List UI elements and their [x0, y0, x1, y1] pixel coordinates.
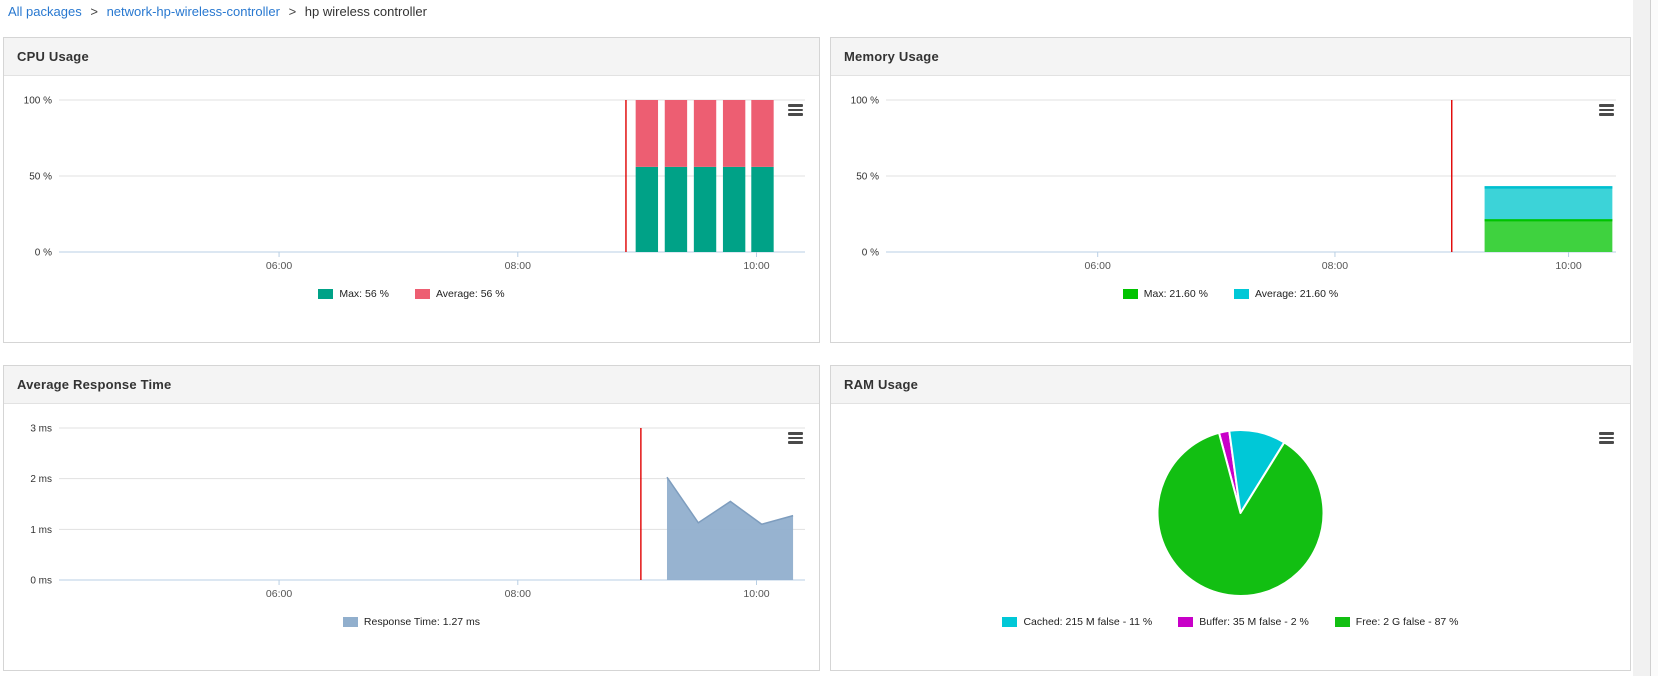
chart-legend: Max: 21.60 % Average: 21.60 % — [831, 288, 1630, 300]
breadcrumb: All packages > network-hp-wireless-contr… — [8, 4, 427, 19]
response-time-area[interactable] — [666, 477, 794, 580]
x-axis-label: 06:00 — [266, 588, 292, 600]
legend-item[interactable]: Max: 56 % — [318, 288, 389, 300]
bar-segment-average[interactable] — [635, 100, 659, 167]
y-axis-label: 100 % — [24, 96, 52, 107]
legend-label: Average: 21.60 % — [1254, 288, 1339, 300]
y-axis-label: 50 % — [29, 172, 52, 183]
bar-segment-max[interactable] — [635, 166, 659, 252]
bar-segment-average[interactable] — [751, 100, 774, 167]
memory-usage-chart: 100 % 50 % 0 % 06:00 08:00 10:00 Max: 21.60 %… — [831, 76, 1630, 342]
legend-label: Average: 56 % — [435, 288, 505, 300]
bar-segment-average[interactable] — [664, 100, 688, 167]
legend-item[interactable]: Cached: 215 M false - 11 % — [1002, 616, 1152, 628]
legend-label: Buffer: 35 M false - 2 % — [1199, 616, 1309, 628]
legend-label: Max: 56 % — [339, 288, 389, 300]
pie-slice-free[interactable] — [1156, 431, 1325, 597]
legend-swatch — [1233, 289, 1249, 299]
breadcrumb-separator: > — [90, 4, 98, 19]
chart-menu-icon[interactable] — [1599, 432, 1614, 444]
chart-canvas: 100 % 50 % 0 % 06:00 08:00 10:00 — [851, 96, 1616, 272]
x-axis-label: 10:00 — [1555, 260, 1581, 272]
bar-segment-average[interactable] — [693, 100, 717, 167]
y-axis-label: 0 % — [862, 248, 879, 259]
chart-menu-icon[interactable] — [788, 104, 803, 116]
bar-segment-max[interactable] — [664, 166, 688, 252]
legend-item[interactable]: Average: 21.60 % — [1233, 288, 1339, 300]
legend-swatch — [1002, 617, 1018, 627]
bar-segment-max[interactable] — [751, 166, 774, 252]
y-axis-label: 0 % — [35, 248, 52, 259]
x-axis-label: 06:00 — [266, 260, 292, 272]
bar-segment-average[interactable] — [1484, 186, 1613, 220]
chart-canvas — [1156, 429, 1325, 597]
x-axis-label: 10:00 — [743, 588, 769, 600]
bar-segment-max[interactable] — [722, 166, 746, 252]
x-axis-label: 10:00 — [743, 260, 769, 272]
legend-swatch — [414, 289, 430, 299]
chart-legend: Cached: 215 M false - 11 % Buffer: 35 M f… — [831, 616, 1630, 628]
bar-segment-max[interactable] — [693, 166, 717, 252]
scrollbar[interactable] — [1650, 0, 1658, 676]
y-axis-label: 2 ms — [30, 474, 52, 485]
legend-swatch — [1122, 289, 1138, 299]
bar-segment-max[interactable] — [1484, 219, 1613, 252]
legend-item[interactable]: Free: 2 G false - 87 % — [1334, 616, 1459, 628]
panel-title: CPU Usage — [4, 38, 819, 76]
cpu-usage-chart: 100 % 50 % 0 % 06:00 08:00 10:00 Max: 56 % Ave… — [4, 76, 819, 342]
x-axis-label: 06:00 — [1085, 260, 1111, 272]
chart-menu-icon[interactable] — [1599, 104, 1614, 116]
legend-swatch — [1334, 617, 1350, 627]
legend-label: Cached: 215 M false - 11 % — [1023, 616, 1153, 628]
legend-swatch — [318, 289, 334, 299]
legend-item[interactable]: Buffer: 35 M false - 2 % — [1178, 616, 1309, 628]
legend-item[interactable]: Max: 21.60 % — [1122, 288, 1208, 300]
y-axis-label: 100 % — [851, 96, 879, 107]
average-response-time-panel: Average Response Time 3 ms 2 ms 1 ms 0 ms 06… — [3, 365, 820, 671]
bar-segment-average[interactable] — [722, 100, 746, 167]
breadcrumb-current-device: hp wireless controller — [304, 4, 427, 19]
y-axis-label: 3 ms — [30, 424, 52, 435]
response-time-line — [666, 476, 794, 526]
legend-swatch — [342, 617, 358, 627]
panel-title: RAM Usage — [831, 366, 1630, 404]
x-axis-label: 08:00 — [505, 260, 531, 272]
chart-legend: Max: 56 % Average: 56 % — [4, 288, 819, 300]
legend-label: Response Time: 1.27 ms — [363, 616, 481, 628]
legend-label: Free: 2 G false - 87 % — [1355, 616, 1459, 628]
legend-swatch — [1178, 617, 1194, 627]
y-axis-label: 0 ms — [30, 576, 52, 587]
y-axis-label: 1 ms — [30, 525, 52, 536]
x-axis-label: 08:00 — [1322, 260, 1348, 272]
legend-item[interactable]: Response Time: 1.27 ms — [342, 616, 481, 628]
x-axis-label: 08:00 — [505, 588, 531, 600]
legend-label: Max: 21.60 % — [1143, 288, 1208, 300]
legend-item[interactable]: Average: 56 % — [414, 288, 505, 300]
breadcrumb-package[interactable]: network-hp-wireless-controller — [106, 4, 280, 19]
ram-usage-panel: RAM Usage Cached: 215 M false - 11 % Buff… — [830, 365, 1631, 671]
chart-canvas: 3 ms 2 ms 1 ms 0 ms 06:00 08:00 10:00 — [30, 424, 805, 600]
chart-menu-icon[interactable] — [788, 432, 803, 444]
cpu-usage-panel: CPU Usage 100 % 50 % 0 % 06:00 08:00 10:00 Ma… — [3, 37, 820, 343]
y-axis-label: 50 % — [856, 172, 879, 183]
chart-canvas: 100 % 50 % 0 % 06:00 08:00 10:00 — [24, 96, 805, 272]
breadcrumb-separator: > — [288, 4, 297, 19]
panel-title: Memory Usage — [831, 38, 1630, 76]
response-time-chart: 3 ms 2 ms 1 ms 0 ms 06:00 08:00 10:00 Response… — [4, 404, 819, 670]
memory-usage-panel: Memory Usage 100 % 50 % 0 % 06:00 08:00 10:00… — [830, 37, 1631, 343]
breadcrumb-all-packages[interactable]: All packages — [8, 4, 82, 19]
panel-title: Average Response Time — [4, 366, 819, 404]
chart-legend: Response Time: 1.27 ms — [4, 616, 819, 628]
ram-usage-chart: Cached: 215 M false - 11 % Buffer: 35 M f… — [831, 404, 1630, 670]
